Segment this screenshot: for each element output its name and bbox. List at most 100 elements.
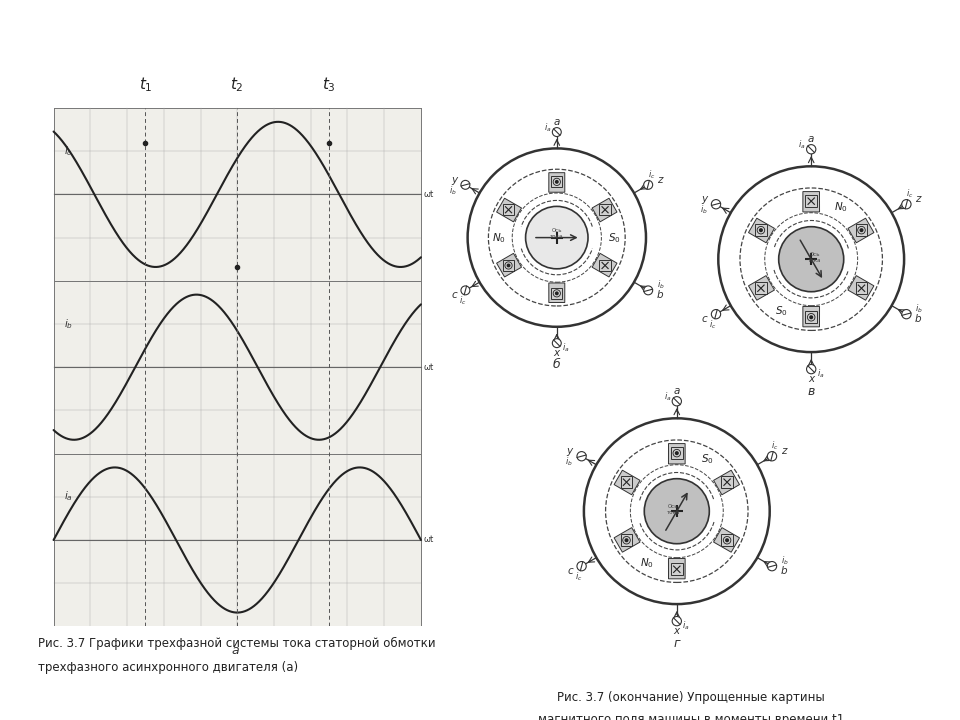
Text: y: y (701, 194, 708, 204)
Bar (621, 477, 633, 488)
Text: $t_1$: $t_1$ (138, 75, 153, 94)
Polygon shape (592, 198, 617, 222)
Polygon shape (614, 528, 640, 552)
Text: ωt: ωt (423, 190, 433, 199)
Text: z: z (915, 194, 921, 204)
Circle shape (644, 286, 653, 294)
Circle shape (625, 539, 629, 542)
Text: y: y (566, 446, 573, 456)
Polygon shape (668, 444, 685, 464)
Text: c: c (451, 290, 457, 300)
Text: магнитного поля машины в моменты времени t1: магнитного поля машины в моменты времени… (538, 713, 845, 720)
Text: $i_b$: $i_b$ (565, 456, 573, 468)
Text: $i_c$: $i_c$ (709, 318, 716, 330)
Text: $S_0$: $S_0$ (701, 452, 713, 466)
Text: x: x (554, 348, 560, 358)
Text: c: c (702, 314, 708, 324)
Bar (599, 260, 611, 271)
Text: x: x (674, 626, 680, 636)
Text: z: z (657, 175, 662, 185)
Text: $i_b$: $i_b$ (64, 317, 73, 330)
Circle shape (901, 199, 911, 209)
Polygon shape (749, 276, 775, 300)
Text: $i_a$: $i_a$ (817, 367, 825, 380)
Circle shape (552, 127, 562, 137)
Circle shape (718, 166, 904, 352)
Bar (855, 225, 867, 236)
Text: $N_0$: $N_0$ (834, 200, 849, 214)
Circle shape (468, 148, 646, 327)
Text: a: a (674, 386, 680, 396)
Circle shape (461, 181, 469, 189)
Text: y: y (451, 175, 457, 185)
Circle shape (759, 228, 763, 233)
Circle shape (809, 315, 813, 319)
Polygon shape (496, 198, 521, 222)
Text: $S_0$: $S_0$ (775, 305, 787, 318)
Text: трехфазного асинхронного двигателя (а): трехфазного асинхронного двигателя (а) (38, 661, 299, 674)
Text: г: г (674, 636, 680, 649)
Bar (671, 447, 683, 459)
Bar (855, 282, 867, 294)
Text: Ось
тока: Ось тока (666, 504, 681, 515)
Text: б: б (553, 358, 561, 371)
Text: $N_0$: $N_0$ (492, 230, 506, 245)
Text: $t_3$: $t_3$ (323, 75, 336, 94)
Text: $i_b$: $i_b$ (700, 204, 708, 216)
Circle shape (806, 364, 816, 374)
Bar (805, 312, 817, 323)
Circle shape (901, 310, 911, 319)
Polygon shape (713, 470, 739, 495)
Text: Рис. 3.7 Графики трехфазной системы тока статорной обмотки: Рис. 3.7 Графики трехфазной системы тока… (38, 637, 436, 650)
Circle shape (644, 479, 709, 544)
Polygon shape (848, 218, 874, 243)
Text: $i_b$: $i_b$ (915, 302, 923, 315)
Circle shape (767, 451, 777, 461)
Text: b: b (657, 290, 663, 300)
Bar (721, 534, 732, 546)
Circle shape (779, 227, 844, 292)
Polygon shape (713, 528, 739, 552)
Polygon shape (668, 559, 685, 579)
Text: c: c (567, 566, 573, 576)
Polygon shape (848, 276, 874, 300)
Text: $i_a$: $i_a$ (64, 490, 73, 503)
Bar (756, 282, 767, 294)
Text: $i_b$: $i_b$ (780, 554, 788, 567)
Text: ωt: ωt (423, 536, 433, 544)
Text: Рис. 3.7 (окончание) Упрощенные картины: Рис. 3.7 (окончание) Упрощенные картины (558, 691, 825, 704)
Circle shape (461, 286, 469, 294)
Text: $i_a$: $i_a$ (683, 619, 690, 632)
Circle shape (577, 451, 587, 461)
Polygon shape (496, 253, 521, 277)
Text: a: a (808, 134, 814, 144)
Polygon shape (592, 253, 617, 277)
Circle shape (725, 539, 729, 542)
Bar (805, 195, 817, 207)
Text: $i_c$: $i_c$ (648, 168, 655, 181)
Polygon shape (803, 307, 820, 327)
Text: $i_c$: $i_c$ (459, 294, 466, 307)
Circle shape (507, 264, 511, 267)
Text: Ось
тока: Ось тока (807, 252, 822, 263)
Text: $i_c$: $i_c$ (575, 570, 582, 582)
Text: Ось
тока: Ось тока (550, 228, 564, 239)
Bar (503, 204, 515, 215)
Circle shape (767, 562, 777, 571)
Bar (503, 260, 515, 271)
Text: $i_a$: $i_a$ (798, 138, 805, 151)
Circle shape (675, 451, 679, 455)
Bar (551, 288, 563, 299)
Text: $i_c$: $i_c$ (64, 144, 73, 158)
Circle shape (672, 616, 682, 626)
Polygon shape (549, 283, 564, 302)
Bar (721, 477, 732, 488)
Text: ωt: ωt (423, 363, 433, 372)
Circle shape (644, 181, 653, 189)
Circle shape (859, 228, 863, 233)
Bar (599, 204, 611, 215)
Circle shape (584, 418, 770, 604)
Circle shape (672, 397, 682, 406)
Circle shape (711, 310, 721, 319)
Text: a: a (554, 117, 560, 127)
